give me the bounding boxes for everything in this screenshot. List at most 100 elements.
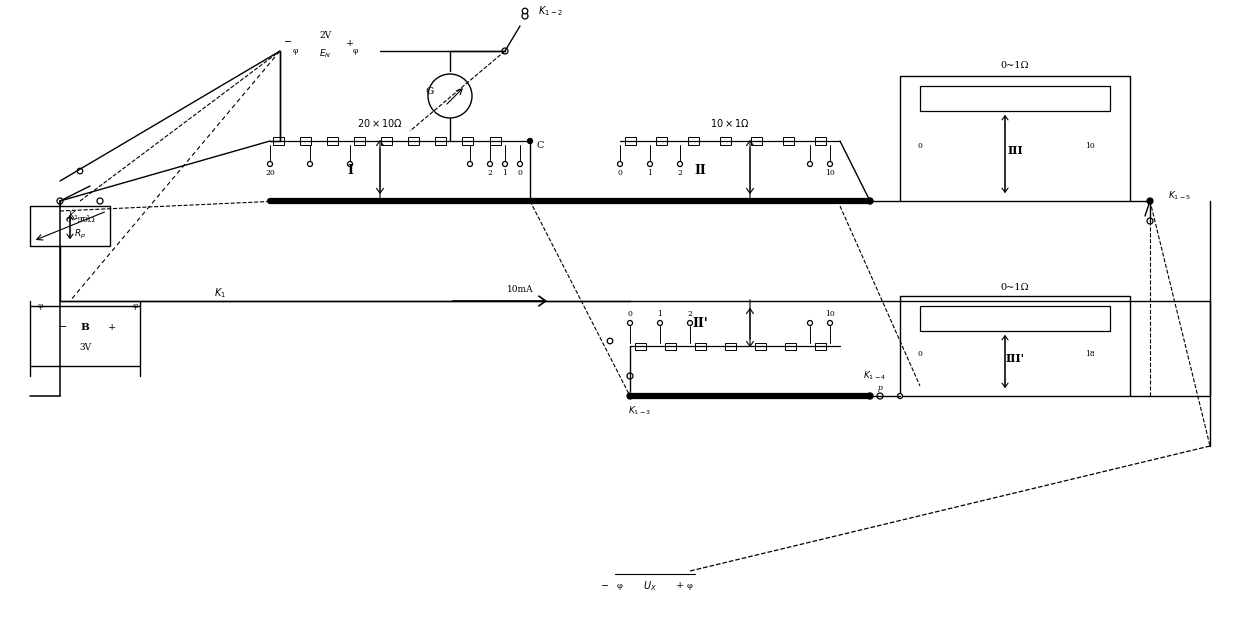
Bar [353,137,365,144]
Text: I: I [347,165,353,177]
Text: 10: 10 [825,169,835,177]
Bar [463,137,474,144]
Text: $K_{1-1}$: $K_{1-1}$ [68,210,92,222]
Circle shape [608,338,613,344]
Bar [30,206,110,246]
Circle shape [487,162,492,167]
Circle shape [1147,218,1153,224]
Text: 10mA: 10mA [507,284,533,293]
Text: −: − [58,322,68,332]
Text: 0~90Ω: 0~90Ω [66,216,95,224]
Circle shape [807,162,812,167]
Text: $20\times10\Omega$: $20\times10\Omega$ [357,117,403,129]
Text: 1: 1 [502,169,507,177]
Bar [900,76,1130,201]
Text: $K_1$: $K_1$ [215,286,226,300]
Text: G: G [425,86,434,95]
Text: 0: 0 [918,142,923,150]
Circle shape [687,321,692,326]
Text: 0: 0 [627,310,632,318]
Text: 2: 2 [677,169,682,177]
Bar [435,137,446,144]
Circle shape [867,198,873,204]
Circle shape [527,139,532,144]
Bar [665,343,676,350]
Text: $K_{1-4}$: $K_{1-4}$ [863,370,887,382]
Text: φ: φ [352,47,357,55]
Text: 2V: 2V [319,32,331,41]
Bar [656,137,667,144]
Bar [815,343,826,350]
Bar [782,137,794,144]
Bar [920,306,1110,331]
Text: +: + [108,322,117,331]
Circle shape [502,162,507,167]
Circle shape [268,162,273,167]
Circle shape [647,162,652,167]
Text: II: II [694,165,706,177]
Text: 10: 10 [1085,142,1095,150]
Text: $K_{1-2}$: $K_{1-2}$ [538,4,562,18]
Bar [724,343,735,350]
Bar [688,137,699,144]
Circle shape [807,321,812,326]
Text: B: B [81,322,89,331]
Circle shape [627,393,632,399]
Circle shape [827,162,832,167]
Text: III': III' [1006,353,1024,364]
Text: 18: 18 [1085,350,1095,357]
Bar [273,137,284,144]
Bar [719,137,730,144]
Bar [408,137,419,144]
Bar [920,86,1110,111]
Bar [625,137,635,144]
Circle shape [57,198,63,204]
Text: $K_{1-3}$: $K_{1-3}$ [629,404,651,417]
Text: 0: 0 [918,350,923,357]
Text: +: + [676,581,684,590]
Text: 1: 1 [657,310,662,318]
Circle shape [428,74,472,118]
Text: φ: φ [687,582,693,590]
Text: 0: 0 [517,169,522,177]
Text: $U_X$: $U_X$ [644,579,657,593]
Text: $R_p$: $R_p$ [74,228,86,240]
Text: −: − [601,581,609,590]
Text: 0~1Ω: 0~1Ω [1001,284,1029,293]
Circle shape [517,162,522,167]
Text: φ: φ [37,302,42,310]
Text: 10: 10 [825,310,835,318]
Circle shape [898,394,903,399]
Circle shape [522,8,528,14]
Text: II': II' [692,317,708,330]
Bar [327,137,337,144]
Text: 3V: 3V [79,343,91,352]
Bar [300,137,311,144]
Circle shape [867,393,873,399]
Text: 0~1Ω: 0~1Ω [1001,62,1029,71]
Text: −: − [284,39,293,48]
Bar [490,137,501,144]
Circle shape [627,321,632,326]
Circle shape [522,13,528,19]
Circle shape [1148,199,1152,203]
Bar [754,343,765,350]
Bar [30,306,140,366]
Text: φ: φ [618,582,622,590]
Circle shape [657,321,662,326]
Text: p: p [878,384,883,392]
Text: $E_N$: $E_N$ [319,48,331,60]
Text: 2: 2 [687,310,692,318]
Circle shape [877,393,883,399]
Text: $K_{1-5}$: $K_{1-5}$ [1168,190,1192,202]
Circle shape [502,48,508,54]
Text: 2: 2 [487,169,492,177]
Text: 1: 1 [647,169,652,177]
Text: $10\times1\Omega$: $10\times1\Omega$ [711,117,750,129]
Text: +: + [346,39,355,48]
Bar [635,343,646,350]
Circle shape [467,162,472,167]
Circle shape [618,162,622,167]
Bar [694,343,706,350]
Text: 0: 0 [618,169,622,177]
